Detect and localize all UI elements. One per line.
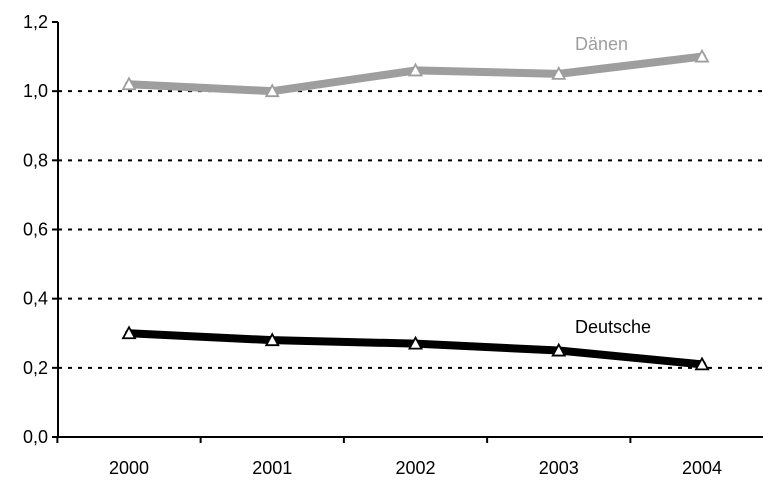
y-tick-label: 0,4	[23, 289, 48, 309]
x-tick-label: 2003	[539, 458, 579, 478]
series-label-daenen: Dänen	[575, 34, 628, 54]
y-tick-label: 1,0	[23, 81, 48, 101]
series-group	[121, 48, 710, 371]
y-axis-ticks: 0,0 0,2 0,4 0,6 0,8 1,0 1,2	[23, 12, 58, 447]
y-tick-label: 0,2	[23, 358, 48, 378]
gridlines	[58, 90, 763, 369]
data-point-marker	[407, 62, 424, 77]
data-point-marker	[551, 342, 567, 357]
y-tick-label: 0,6	[23, 220, 48, 240]
x-tick-label: 2001	[252, 458, 292, 478]
data-point-marker	[121, 325, 137, 340]
data-point-marker	[694, 356, 710, 371]
data-point-marker	[551, 65, 567, 80]
x-tick-label: 2004	[682, 458, 722, 478]
x-axis-ticks: 2000 2001 2002 2003 2004	[56, 437, 722, 478]
x-tick-label: 2000	[109, 458, 149, 478]
data-point-marker	[264, 83, 280, 98]
y-tick-label: 0,0	[23, 427, 48, 447]
data-point-marker	[264, 332, 280, 347]
x-tick-label: 2002	[395, 458, 435, 478]
data-point-marker	[694, 48, 710, 63]
series-label-deutsche: Deutsche	[575, 317, 651, 337]
y-tick-label: 0,8	[23, 150, 48, 170]
y-tick-label: 1,2	[23, 12, 48, 32]
data-point-marker	[407, 335, 424, 350]
data-point-marker	[121, 76, 137, 91]
